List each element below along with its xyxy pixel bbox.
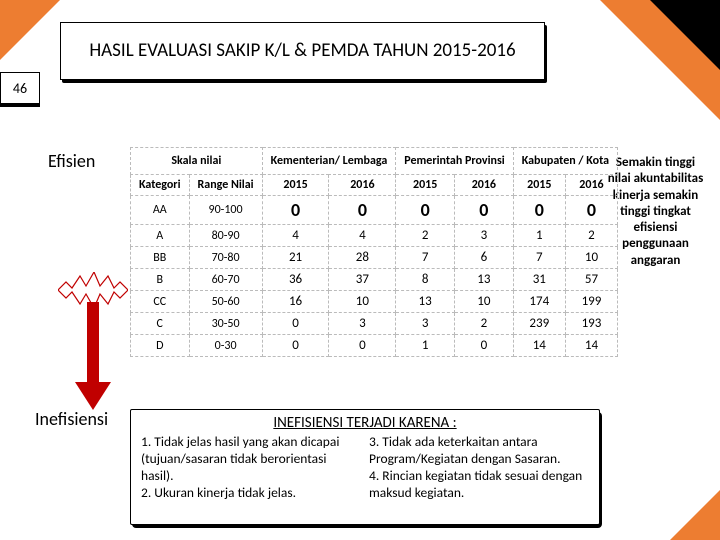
- cell-range: 60-70: [189, 269, 262, 291]
- cell-kategori: BB: [131, 247, 190, 269]
- cell-value: 0: [329, 196, 396, 225]
- cell-value: 6: [455, 247, 514, 269]
- cell-value: 4: [329, 225, 396, 247]
- cell-value: 3: [396, 313, 455, 335]
- cell-value: 193: [565, 313, 617, 335]
- cell-value: 7: [513, 247, 565, 269]
- cell-value: 199: [565, 291, 617, 313]
- label-efisien: Efisien: [48, 150, 95, 172]
- cell-value: 31: [513, 269, 565, 291]
- cell-value: 10: [565, 247, 617, 269]
- cell-value: 0: [262, 313, 329, 335]
- corner-accent-br: [670, 490, 720, 540]
- table-row: A80-90442312: [131, 225, 618, 247]
- cell-value: 7: [396, 247, 455, 269]
- cell-value: 0: [262, 196, 329, 225]
- th-kab: Kabupaten / Kota: [513, 148, 617, 175]
- cell-range: 50-60: [189, 291, 262, 313]
- cell-value: 0: [455, 196, 514, 225]
- inefisiensi-title: INEFISIENSI TERJADI KARENA :: [141, 414, 589, 432]
- th-sub: 2015: [262, 175, 329, 196]
- cell-value: 174: [513, 291, 565, 313]
- cell-range: 0-30: [189, 335, 262, 357]
- point-1: 1. Tidak jelas hasil yang akan dicapai (…: [141, 434, 361, 485]
- th-sub: 2016: [565, 175, 617, 196]
- table-row: C30-500332239193: [131, 313, 618, 335]
- th-sub: 2015: [513, 175, 565, 196]
- cell-range: 80-90: [189, 225, 262, 247]
- cell-value: 57: [565, 269, 617, 291]
- th-skala: Skala nilai: [131, 148, 263, 175]
- table-row: BB70-80212876710: [131, 247, 618, 269]
- arrow-down-icon: [75, 302, 111, 415]
- cell-value: 2: [455, 313, 514, 335]
- cell-value: 37: [329, 269, 396, 291]
- inefisiensi-box: INEFISIENSI TERJADI KARENA : 1. Tidak je…: [130, 409, 600, 525]
- cell-value: 13: [455, 269, 514, 291]
- cell-value: 0: [513, 196, 565, 225]
- th-kl: Kementerian/ Lembaga: [262, 148, 396, 175]
- cell-value: 10: [455, 291, 514, 313]
- cell-value: 2: [396, 225, 455, 247]
- cell-value: 239: [513, 313, 565, 335]
- evaluation-table: Skala nilai Kementerian/ Lembaga Pemerin…: [130, 147, 618, 357]
- cell-value: 1: [513, 225, 565, 247]
- cell-value: 14: [513, 335, 565, 357]
- cell-kategori: C: [131, 313, 190, 335]
- table-row: D0-3000101414: [131, 335, 618, 357]
- cell-value: 10: [329, 291, 396, 313]
- cell-value: 2: [565, 225, 617, 247]
- cell-value: 8: [396, 269, 455, 291]
- cell-value: 4: [262, 225, 329, 247]
- cell-kategori: A: [131, 225, 190, 247]
- cell-value: 0: [565, 196, 617, 225]
- th-sub: Kategori: [131, 175, 190, 196]
- th-prov: Pemerintah Provinsi: [396, 148, 513, 175]
- page-number: 46: [0, 72, 40, 104]
- th-sub: 2016: [455, 175, 514, 196]
- point-2: 2. Ukuran kinerja tidak jelas.: [141, 485, 361, 502]
- side-note: Semakin tinggi nilai akuntabilitas kiner…: [603, 155, 708, 269]
- point-3: 3. Tidak ada keterkaitan antara Program/…: [369, 434, 589, 468]
- inefisiensi-col2: 3. Tidak ada keterkaitan antara Program/…: [369, 434, 589, 502]
- cell-value: 3: [455, 225, 514, 247]
- cell-value: 16: [262, 291, 329, 313]
- cell-value: 0: [262, 335, 329, 357]
- cell-value: 0: [455, 335, 514, 357]
- cell-kategori: B: [131, 269, 190, 291]
- cell-value: 21: [262, 247, 329, 269]
- cell-value: 1: [396, 335, 455, 357]
- th-sub: Range Nilai: [189, 175, 262, 196]
- cell-value: 28: [329, 247, 396, 269]
- table-row: AA90-100000000: [131, 196, 618, 225]
- corner-accent-tl: [0, 0, 60, 60]
- cell-kategori: CC: [131, 291, 190, 313]
- cell-value: 0: [396, 196, 455, 225]
- page-title: HASIL EVALUASI SAKIP K/L & PEMDA TAHUN 2…: [60, 22, 545, 80]
- cell-range: 70-80: [189, 247, 262, 269]
- point-4: 4. Rincian kegiatan tidak sesuai dengan …: [369, 468, 589, 502]
- corner-accent-tr-black: [650, 0, 720, 70]
- cell-value: 0: [329, 335, 396, 357]
- cell-kategori: AA: [131, 196, 190, 225]
- inefisiensi-col1: 1. Tidak jelas hasil yang akan dicapai (…: [141, 434, 361, 502]
- cell-range: 90-100: [189, 196, 262, 225]
- th-sub: 2015: [396, 175, 455, 196]
- table-row: CC50-6016101310174199: [131, 291, 618, 313]
- th-sub: 2016: [329, 175, 396, 196]
- cell-value: 14: [565, 335, 617, 357]
- table-row: B60-7036378133157: [131, 269, 618, 291]
- cell-range: 30-50: [189, 313, 262, 335]
- cell-value: 13: [396, 291, 455, 313]
- cell-value: 36: [262, 269, 329, 291]
- cell-value: 3: [329, 313, 396, 335]
- cell-kategori: D: [131, 335, 190, 357]
